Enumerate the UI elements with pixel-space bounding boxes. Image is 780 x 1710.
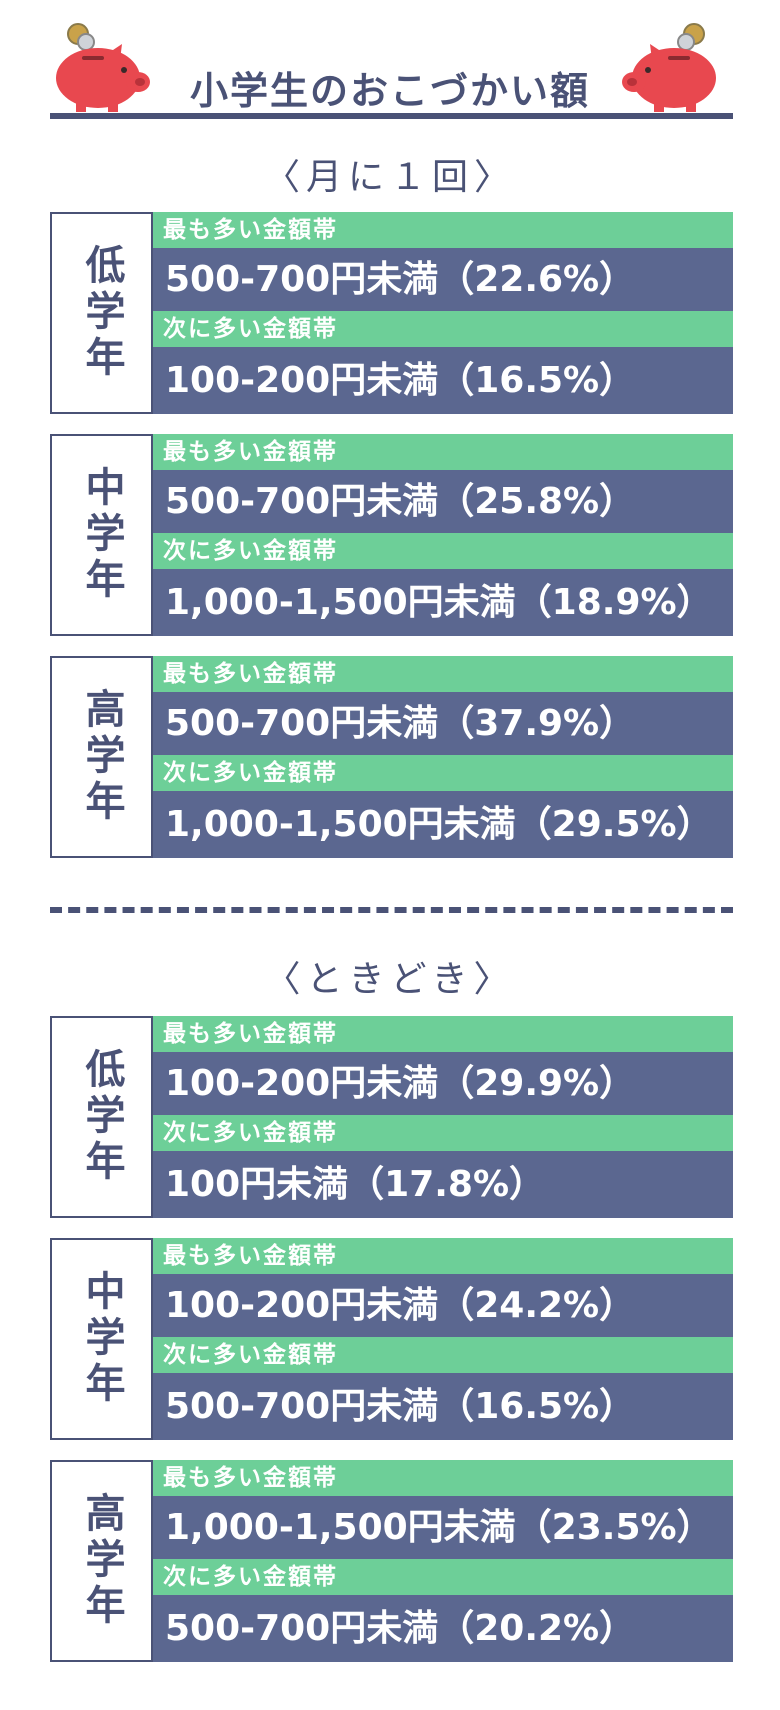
second-band-label: 次に多い金額帯 [153,1559,733,1595]
grade-label: 中学年 [78,1270,125,1408]
page-title: 小学生のおこづかい額 [189,69,590,113]
top-band-label: 最も多い金額帯 [153,656,733,692]
top-band-value: 500-700円未満（25.8%） [153,470,733,533]
header: 小学生のおこづかい額 [0,0,780,128]
top-band-value: 100-200円未満（24.2%） [153,1274,733,1337]
grade-label-box: 高学年 [50,1460,153,1662]
top-band-value: 500-700円未満（37.9%） [153,692,733,755]
second-band-value: 100-200円未満（16.5%） [153,347,733,414]
section-divider [50,907,733,913]
top-band-label: 最も多い金額帯 [153,1238,733,1274]
grade-label-box: 中学年 [50,1238,153,1440]
second-band-value: 1,000-1,500円未満（29.5%） [153,791,733,858]
grade-group: 中学年 最も多い金額帯 500-700円未満（25.8%） 次に多い金額帯 1,… [50,434,733,636]
grade-group: 中学年 最も多い金額帯 100-200円未満（24.2%） 次に多い金額帯 50… [50,1238,733,1440]
top-band-value: 1,000-1,500円未満（23.5%） [153,1496,733,1559]
second-band-label: 次に多い金額帯 [153,1337,733,1373]
grade-label: 低学年 [78,244,125,382]
grade-label-box: 中学年 [50,434,153,636]
top-band-label: 最も多い金額帯 [153,434,733,470]
second-band-value: 500-700円未満（16.5%） [153,1373,733,1440]
top-band-value: 500-700円未満（22.6%） [153,248,733,311]
piggy-bank-icon [56,23,150,112]
grade-group: 低学年 最も多い金額帯 100-200円未満（29.9%） 次に多い金額帯 10… [50,1016,733,1218]
second-band-value: 1,000-1,500円未満（18.9%） [153,569,733,636]
second-band-label: 次に多い金額帯 [153,1115,733,1151]
second-band-value: 100円未満（17.8%） [153,1151,733,1218]
grade-label: 中学年 [78,466,125,604]
top-band-label: 最も多い金額帯 [153,1460,733,1496]
grade-group: 高学年 最も多い金額帯 1,000-1,500円未満（23.5%） 次に多い金額… [50,1460,733,1662]
second-band-label: 次に多い金額帯 [153,311,733,347]
grade-label-box: 高学年 [50,656,153,858]
grade-group: 低学年 最も多い金額帯 500-700円未満（22.6%） 次に多い金額帯 10… [50,212,733,414]
title-underline [50,113,733,119]
top-band-value: 100-200円未満（29.9%） [153,1052,733,1115]
top-band-label: 最も多い金額帯 [153,212,733,248]
grade-group: 高学年 最も多い金額帯 500-700円未満（37.9%） 次に多い金額帯 1,… [50,656,733,858]
grade-label: 低学年 [78,1048,125,1186]
second-band-label: 次に多い金額帯 [153,755,733,791]
grade-label: 高学年 [78,688,125,826]
section-label-sometimes: 〈ときどき〉 [264,959,516,1000]
piggy-bank-icon [622,23,716,112]
section-label-monthly: 〈月に１回〉 [263,157,516,198]
grade-label-box: 低学年 [50,212,153,414]
second-band-label: 次に多い金額帯 [153,533,733,569]
grade-label: 高学年 [78,1492,125,1630]
top-band-label: 最も多い金額帯 [153,1016,733,1052]
grade-label-box: 低学年 [50,1016,153,1218]
second-band-value: 500-700円未満（20.2%） [153,1595,733,1662]
